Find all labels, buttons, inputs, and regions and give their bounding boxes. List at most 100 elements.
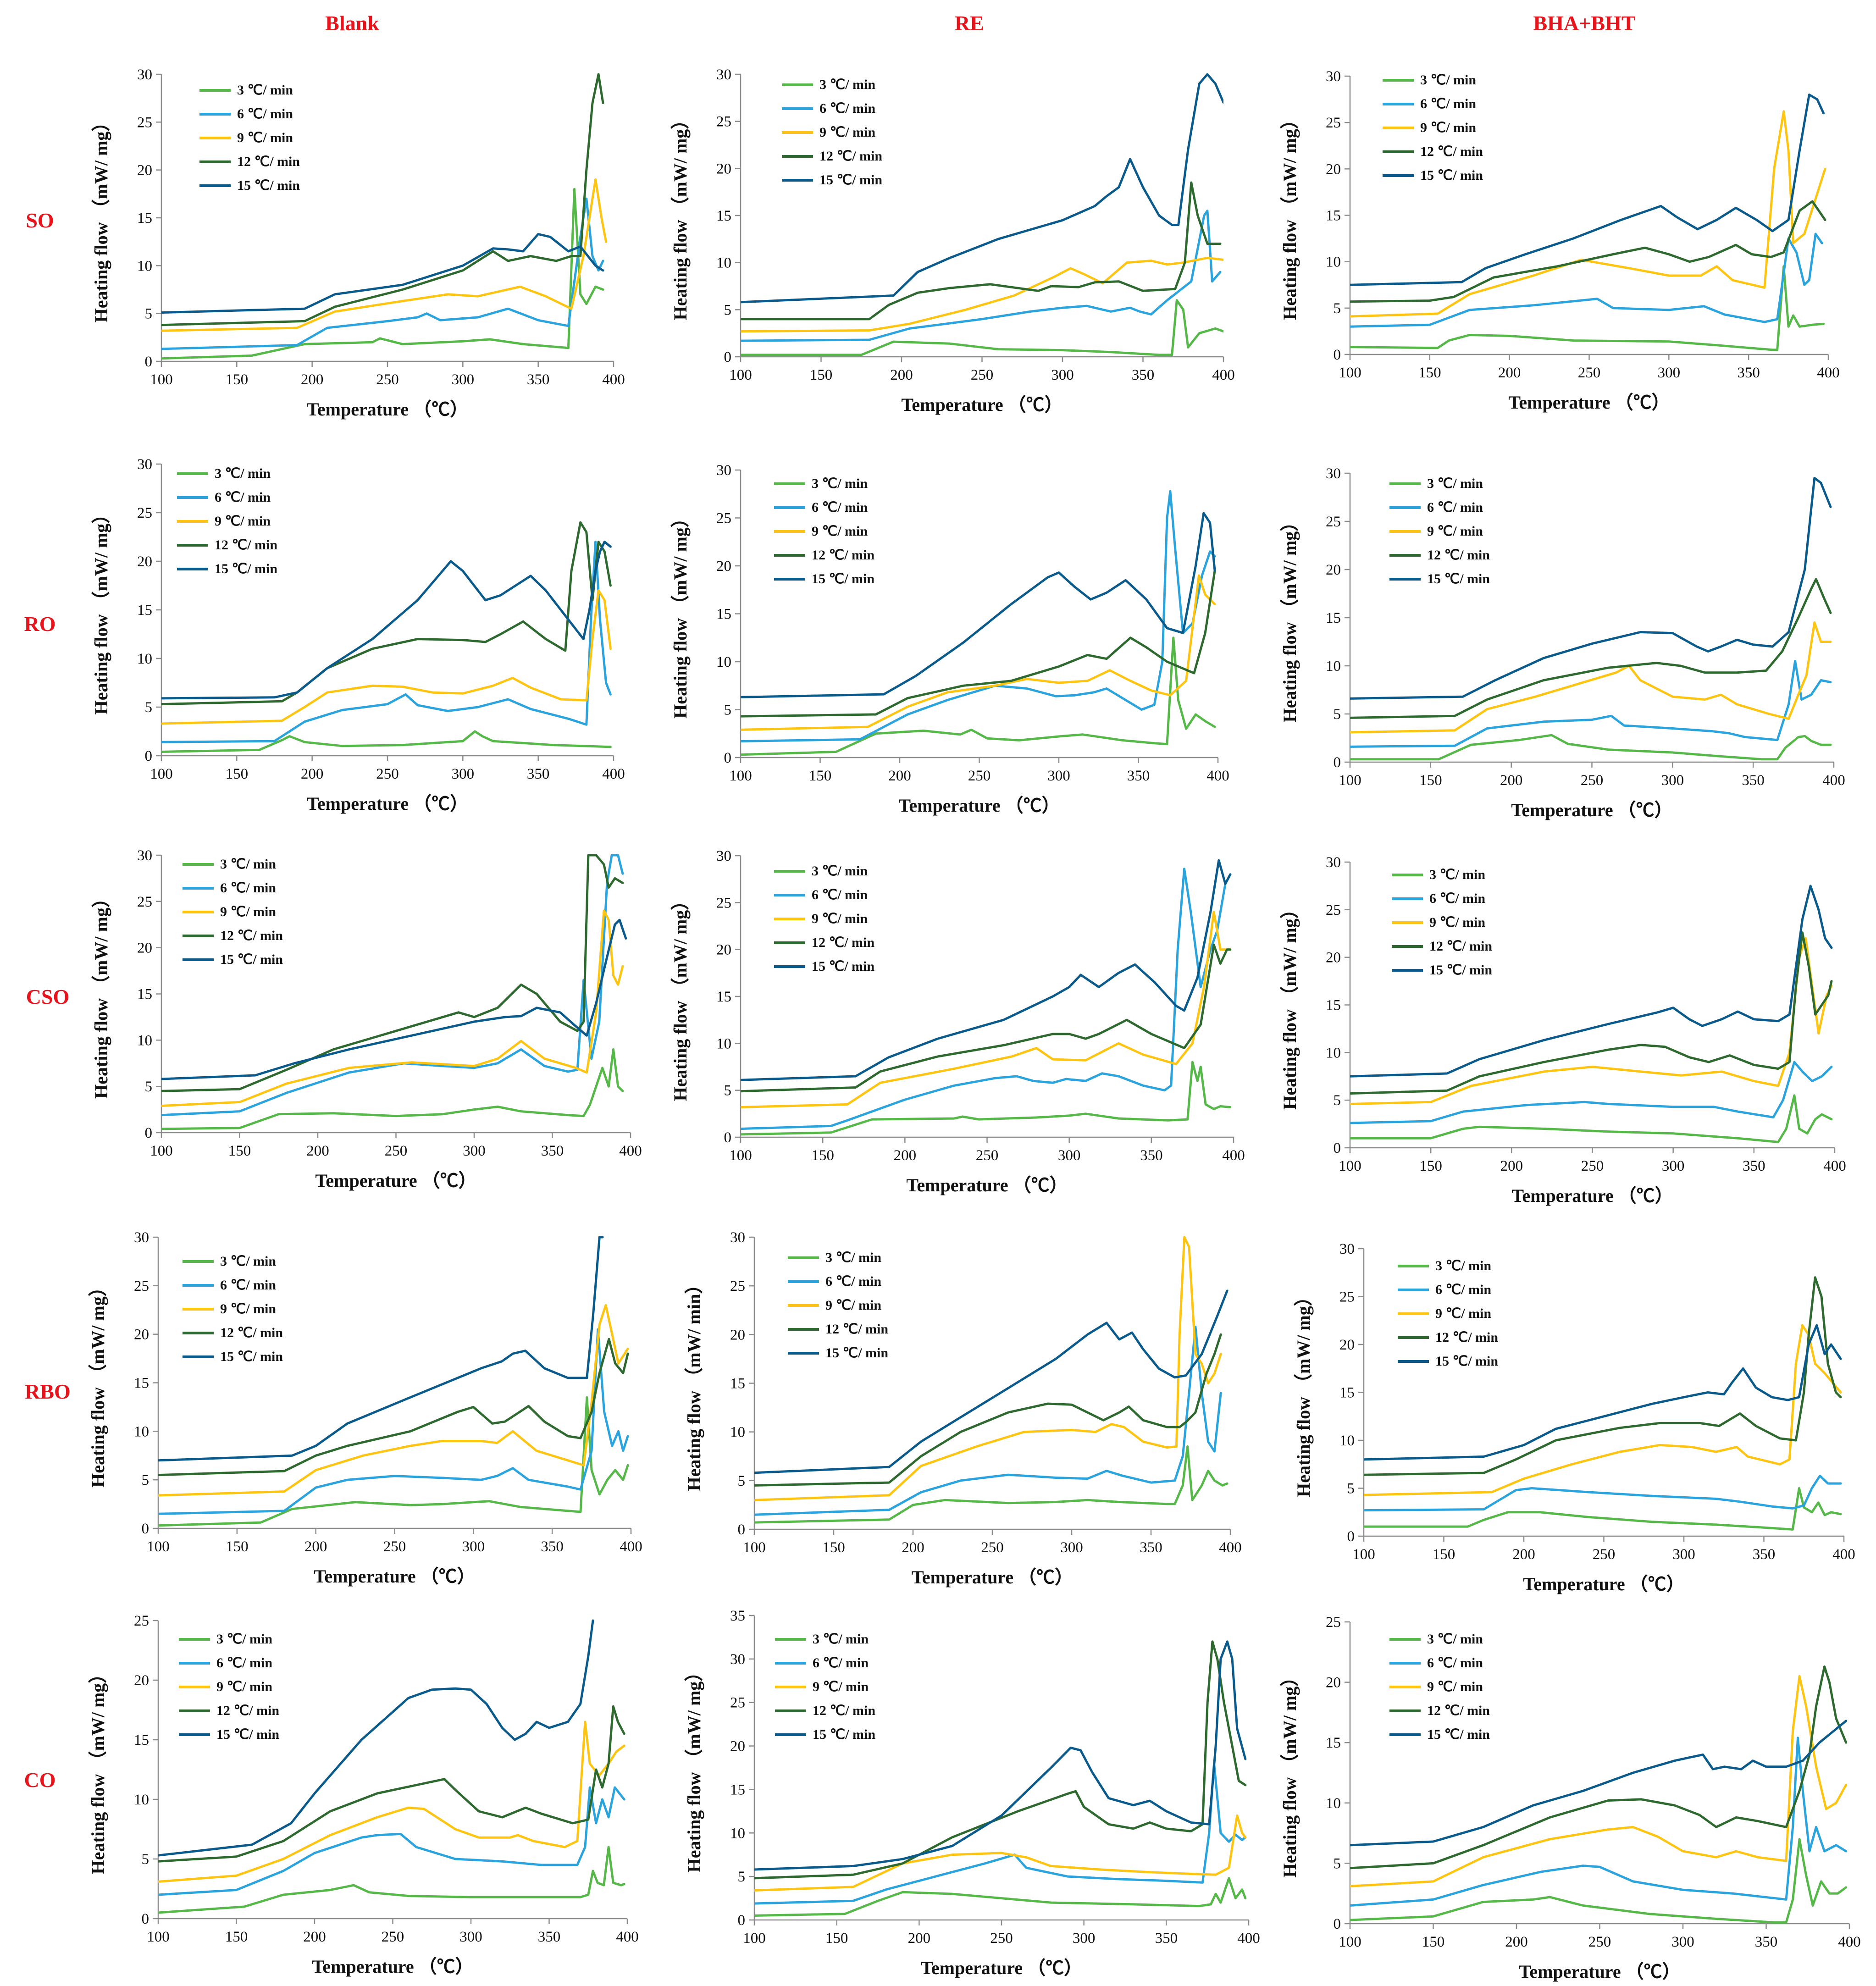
- x-tick-label: 100: [1339, 1934, 1361, 1950]
- x-axis-title: Temperature （℃）: [1519, 1961, 1680, 1982]
- x-tick-label: 100: [729, 1147, 752, 1164]
- y-tick-label: 15: [1326, 610, 1341, 626]
- x-tick-label: 100: [729, 768, 752, 784]
- row-label-cso: CSO: [26, 985, 70, 1008]
- x-tick-label: 250: [1581, 772, 1604, 789]
- x-tick-label: 100: [147, 1538, 170, 1555]
- legend-label: 9 ℃/ min: [825, 1298, 881, 1313]
- legend-label: 15 ℃/ min: [813, 1727, 875, 1742]
- x-tick-label: 100: [1339, 772, 1361, 789]
- x-tick-label: 400: [1823, 1158, 1846, 1174]
- legend-label: 12 ℃/ min: [220, 1325, 283, 1340]
- series-line-9c: [754, 1814, 1247, 1892]
- row-label-ro: RO: [24, 612, 56, 636]
- legend-label: 3 ℃/ min: [237, 83, 293, 98]
- y-tick-label: 20: [1326, 161, 1341, 177]
- legend: 3 ℃/ min 6 ℃/ min 9 ℃/ min 12 ℃/ min 15 ℃/ m…: [1383, 72, 1483, 183]
- legend-label: 12 ℃/ min: [812, 935, 874, 950]
- y-tick-label: 5: [145, 306, 153, 322]
- y-tick-label: 5: [738, 1869, 746, 1885]
- series-line-15c: [1350, 885, 1833, 1078]
- y-axis-title: Heating flow （mW/ mg）: [1293, 1288, 1314, 1497]
- x-tick-label: 300: [1060, 1539, 1083, 1556]
- series-line-15c: [1350, 477, 1832, 700]
- x-tick-label: 250: [376, 766, 399, 782]
- series-line-12c: [1350, 1665, 1848, 1870]
- legend-label: 6 ℃/ min: [819, 101, 875, 116]
- y-tick-label: 30: [716, 848, 731, 864]
- y-tick-label: 15: [137, 986, 152, 1003]
- series-line-12c: [1350, 931, 1833, 1095]
- x-axis-title: Temperature （℃）: [1508, 392, 1670, 413]
- legend-label: 3 ℃/ min: [220, 1254, 276, 1269]
- legend-label: 12 ℃/ min: [825, 1322, 888, 1337]
- y-tick-label: 5: [142, 1472, 149, 1488]
- legend-label: 6 ℃/ min: [1427, 1655, 1483, 1671]
- series-line-3c: [158, 1846, 625, 1914]
- legend-label: 9 ℃/ min: [812, 524, 868, 539]
- y-tick-label: 0: [1334, 347, 1341, 363]
- legend-label: 9 ℃/ min: [1427, 524, 1483, 539]
- x-tick-label: 250: [971, 367, 994, 383]
- x-tick-label: 250: [1588, 1934, 1611, 1950]
- legend-label: 9 ℃/ min: [220, 1301, 276, 1317]
- y-tick-label: 15: [137, 210, 152, 227]
- series-line-6c: [741, 210, 1222, 342]
- legend-label: 3 ℃/ min: [819, 77, 875, 92]
- legend-label: 3 ℃/ min: [813, 1632, 869, 1647]
- legend-label: 12 ℃/ min: [1435, 1330, 1498, 1345]
- y-tick-label: 30: [730, 1651, 745, 1668]
- legend-label: 12 ℃/ min: [216, 1703, 279, 1718]
- row-label-so: SO: [26, 209, 54, 232]
- legend-label: 6 ℃/ min: [1429, 891, 1485, 906]
- series-line-12c: [754, 1640, 1247, 1880]
- legend-label: 15 ℃/ min: [1429, 963, 1492, 978]
- series-line-12c: [161, 854, 624, 1092]
- x-tick-label: 300: [1073, 1930, 1096, 1947]
- x-tick-label: 100: [743, 1539, 766, 1556]
- x-tick-label: 400: [1838, 1934, 1861, 1950]
- y-tick-label: 20: [137, 553, 152, 570]
- legend-label: 9 ℃/ min: [1435, 1306, 1491, 1321]
- x-tick-label: 200: [1500, 772, 1523, 789]
- y-tick-label: 5: [1347, 1481, 1355, 1497]
- x-axis-title: Temperature （℃）: [312, 1956, 473, 1977]
- series-line-6c: [741, 868, 1232, 1130]
- chart-so-bha-bht: 0 5 10 15 20 25 30 100 150 200 250 300 350 400 Tempera…: [1279, 68, 1840, 413]
- series-line-3c: [1350, 265, 1825, 351]
- y-tick-label: 0: [1334, 754, 1341, 771]
- series-line-9c: [741, 574, 1216, 731]
- chart-rbo-bha-bht: 0 5 10 15 20 25 30 100 150 200 250 300 350 400 Tempera…: [1293, 1241, 1855, 1594]
- series-line-6c: [1350, 1061, 1833, 1124]
- series-line-9c: [158, 1304, 629, 1497]
- y-tick-label: 0: [724, 750, 732, 766]
- y-axis-title: Heating flow （mW/ min）: [684, 1276, 704, 1491]
- x-tick-label: 300: [1047, 768, 1070, 784]
- legend-label: 9 ℃/ min: [215, 514, 271, 529]
- y-axis-title: Heating flow （mW/ mg）: [1279, 513, 1300, 723]
- y-tick-label: 20: [1326, 1675, 1341, 1691]
- x-tick-label: 150: [1419, 772, 1442, 789]
- x-tick-label: 300: [462, 1538, 485, 1555]
- series-line-12c: [741, 570, 1216, 718]
- y-tick-label: 5: [1334, 706, 1341, 723]
- series-line-3c: [741, 299, 1223, 356]
- x-tick-label: 250: [990, 1930, 1013, 1947]
- series-line-9c: [754, 1236, 1222, 1501]
- y-tick-label: 15: [730, 1781, 745, 1798]
- y-tick-label: 10: [1326, 254, 1341, 271]
- legend: 3 ℃/ min 6 ℃/ min 9 ℃/ min 12 ℃/ min 15 ℃/ m…: [774, 863, 874, 974]
- legend-label: 9 ℃/ min: [1429, 915, 1485, 930]
- x-tick-label: 250: [376, 371, 399, 388]
- y-axis-title: Heating flow （mW/ mg）: [670, 111, 691, 321]
- x-tick-label: 300: [452, 371, 475, 388]
- y-tick-label: 20: [716, 942, 731, 958]
- x-tick-label: 150: [1419, 1158, 1442, 1174]
- x-tick-label: 350: [1140, 1147, 1163, 1164]
- legend-label: 6 ℃/ min: [812, 500, 868, 515]
- x-tick-label: 350: [1155, 1930, 1178, 1947]
- x-tick-label: 200: [303, 1929, 326, 1945]
- x-tick-label: 200: [908, 1930, 931, 1947]
- legend-label: 9 ℃/ min: [237, 130, 293, 145]
